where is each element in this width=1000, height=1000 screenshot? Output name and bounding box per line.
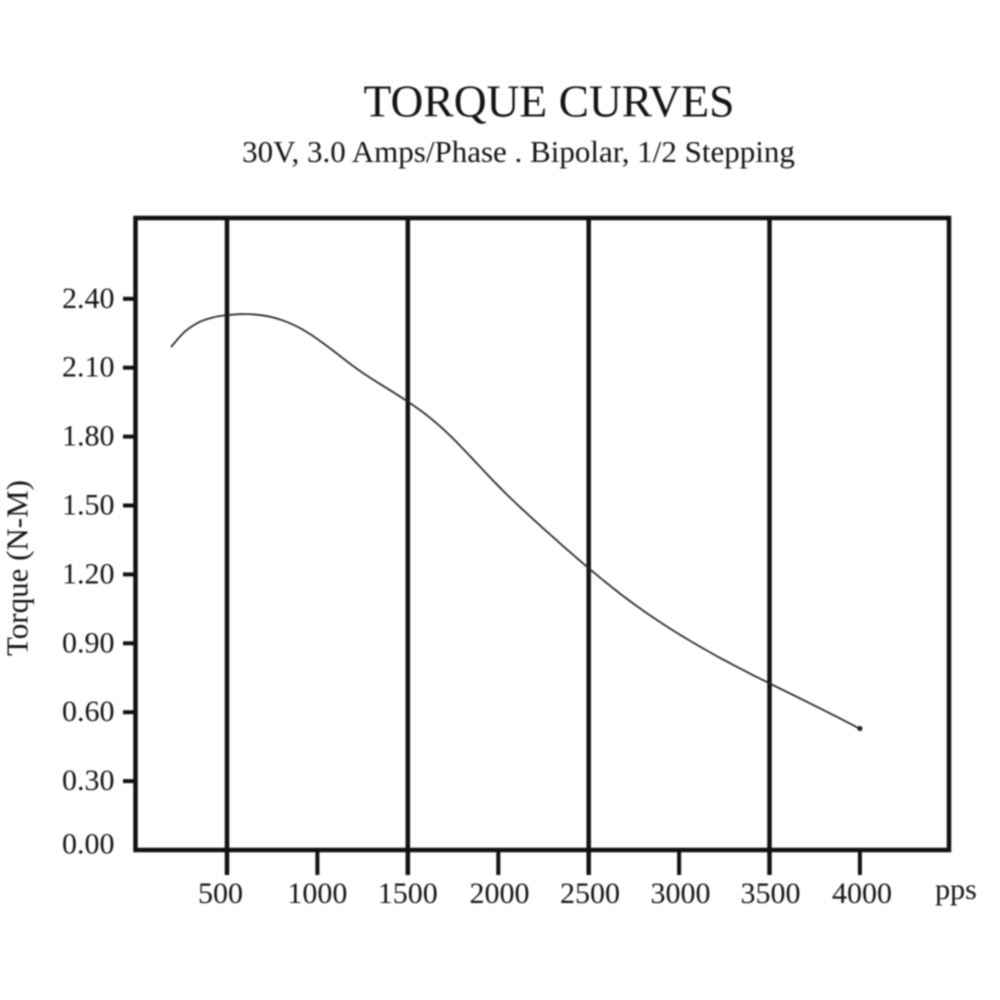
svg-text:0.30: 0.30 bbox=[62, 764, 115, 797]
svg-text:0.00: 0.00 bbox=[62, 828, 115, 861]
svg-text:1.50: 1.50 bbox=[62, 489, 115, 522]
svg-text:2.10: 2.10 bbox=[62, 351, 115, 384]
svg-text:1500: 1500 bbox=[378, 877, 438, 910]
svg-text:2.40: 2.40 bbox=[62, 282, 115, 315]
svg-text:Torque (N-M): Torque (N-M) bbox=[0, 480, 35, 656]
svg-text:1.80: 1.80 bbox=[62, 420, 115, 453]
svg-text:2500: 2500 bbox=[560, 877, 620, 910]
svg-text:4000: 4000 bbox=[832, 877, 892, 910]
svg-text:1.20: 1.20 bbox=[62, 557, 115, 590]
svg-text:1000: 1000 bbox=[287, 877, 347, 910]
svg-text:0.60: 0.60 bbox=[62, 695, 115, 728]
svg-text:0.90: 0.90 bbox=[62, 626, 115, 659]
svg-text:3000: 3000 bbox=[651, 877, 711, 910]
svg-text:3500: 3500 bbox=[741, 877, 801, 910]
svg-text:30V, 3.0 Amps/Phase . Bipolar,: 30V, 3.0 Amps/Phase . Bipolar, 1/2 Stepp… bbox=[242, 134, 795, 169]
svg-text:2000: 2000 bbox=[470, 877, 530, 910]
svg-text:TORQUE CURVES: TORQUE CURVES bbox=[364, 76, 735, 127]
svg-text:500: 500 bbox=[198, 877, 243, 910]
svg-text:pps: pps bbox=[935, 873, 977, 906]
